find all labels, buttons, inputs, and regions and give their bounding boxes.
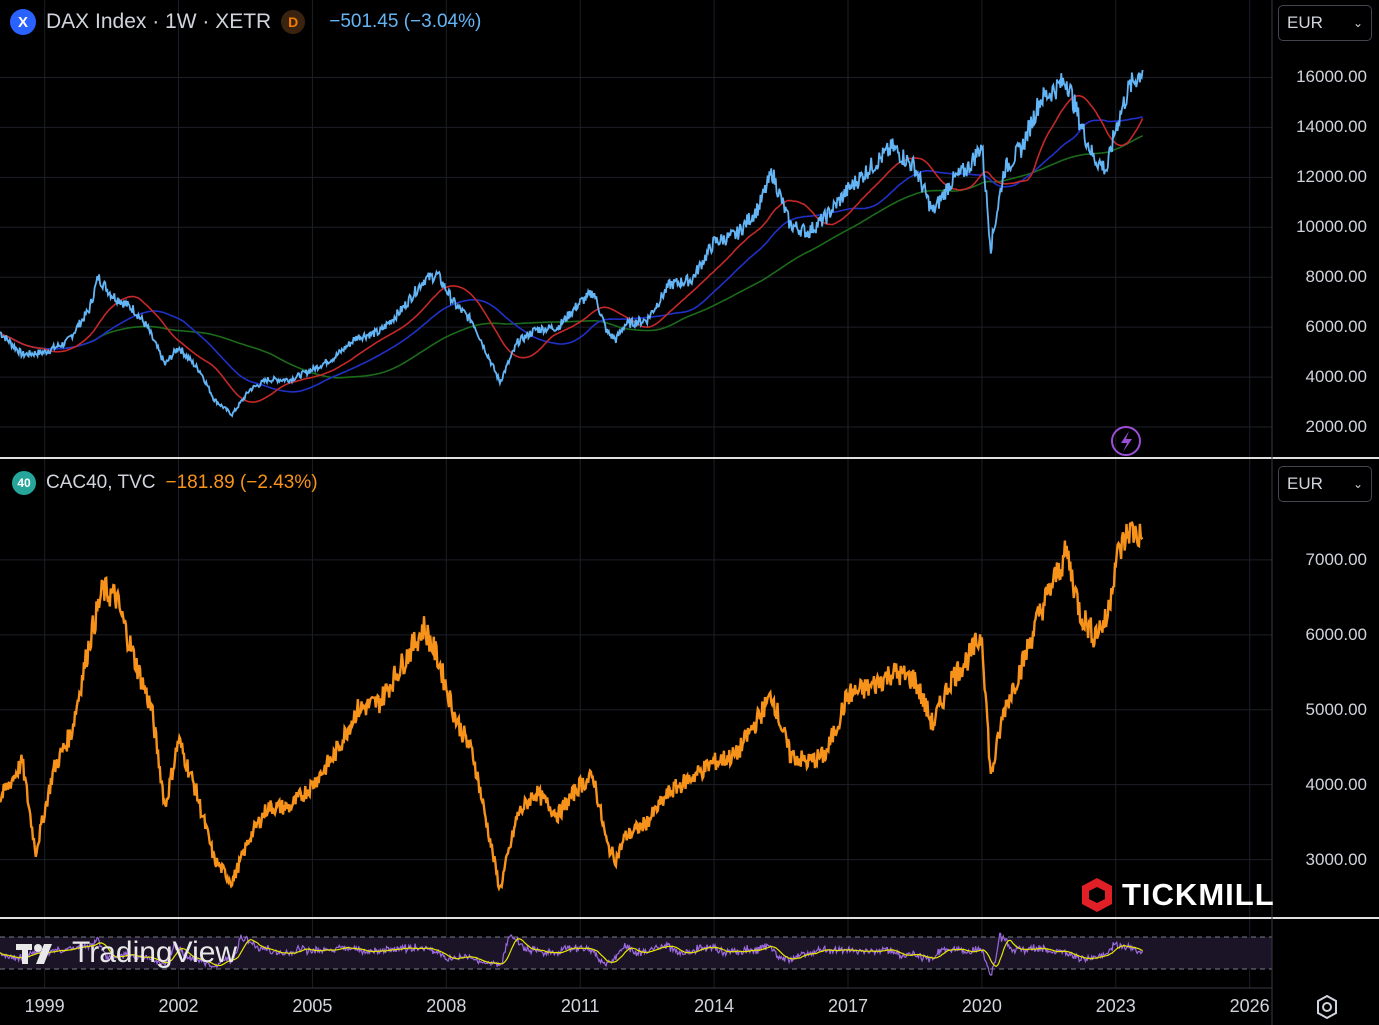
dax-currency-select[interactable]: EUR ⌄ — [1278, 5, 1372, 41]
oscillator-group — [0, 932, 1272, 976]
dax-series-group — [0, 69, 1144, 418]
time-tick: 2023 — [1095, 996, 1136, 1016]
chevron-down-icon: ⌄ — [1352, 477, 1363, 491]
cac-currency-value: EUR — [1287, 474, 1323, 493]
dax-price-tick: 12000.00 — [1296, 167, 1367, 187]
cac-price-tick: 3000.00 — [1305, 849, 1367, 869]
cac-title[interactable]: CAC40, TVC — [46, 472, 156, 493]
cac-price-tick: 4000.00 — [1305, 774, 1367, 794]
tickmill-hex-icon — [1082, 878, 1112, 912]
time-tick: 2002 — [158, 996, 199, 1016]
time-tick: 2020 — [961, 996, 1002, 1016]
cac-price-line[interactable] — [0, 521, 1144, 892]
dax-ma-slow-line — [0, 135, 1143, 379]
tickmill-text: TICKMILL — [1122, 877, 1275, 912]
dax-price-tick: 4000.00 — [1305, 367, 1367, 387]
grid-lines — [0, 0, 1272, 988]
cac-price-tick: 7000.00 — [1305, 549, 1367, 569]
dax-price-tick: 16000.00 — [1296, 67, 1367, 87]
time-tick: 2008 — [426, 996, 467, 1016]
tradingview-mark-icon — [16, 944, 52, 964]
dax-symbol-icon[interactable]: X — [10, 9, 36, 35]
cac-legend: 40 CAC40, TVC −181.89 (−2.43%) — [12, 471, 318, 495]
dax-price-tick: 8000.00 — [1305, 267, 1367, 287]
cac-price-tick: 5000.00 — [1305, 699, 1367, 719]
tradingview-text: TradingView — [72, 936, 238, 969]
dax-change: −501.45 (−3.04%) — [329, 11, 482, 32]
dax-title[interactable]: DAX Index · 1W · XETR — [46, 10, 272, 33]
time-tick: 2005 — [292, 996, 333, 1016]
cac-series-group — [0, 521, 1144, 892]
tickmill-logo: TICKMILL — [1080, 876, 1275, 914]
settings-icon[interactable] — [1314, 994, 1340, 1020]
data-source-icon[interactable]: D — [281, 10, 306, 34]
chevron-down-icon: ⌄ — [1352, 16, 1363, 30]
cac-currency-select[interactable]: EUR ⌄ — [1278, 466, 1372, 502]
lightning-bolt-shape — [1121, 431, 1132, 452]
dax-price-tick: 14000.00 — [1296, 117, 1367, 137]
cac-change: −181.89 (−2.43%) — [165, 472, 318, 493]
time-tick: 2011 — [560, 996, 600, 1016]
oscillator-signal-line — [0, 938, 1143, 967]
time-tick: 2017 — [827, 996, 869, 1016]
dax-currency-value: EUR — [1287, 13, 1323, 32]
cac-symbol-icon[interactable]: 40 — [12, 471, 36, 495]
time-tick: 2026 — [1229, 996, 1270, 1016]
dax-price-tick: 2000.00 — [1305, 417, 1367, 437]
dax-price-tick: 6000.00 — [1305, 317, 1367, 337]
time-tick: 1999 — [24, 996, 65, 1016]
dax-price-tick: 10000.00 — [1296, 217, 1367, 237]
cac-price-tick: 6000.00 — [1305, 624, 1367, 644]
tradingview-logo: TradingView — [14, 936, 237, 970]
lightning-icon[interactable] — [1111, 426, 1141, 456]
dax-price-line[interactable] — [0, 69, 1144, 418]
time-tick: 2014 — [694, 996, 735, 1016]
dax-ma-mid-line — [0, 116, 1143, 393]
dax-legend: X DAX Index · 1W · XETR D −501.45 (−3.04… — [10, 9, 481, 35]
